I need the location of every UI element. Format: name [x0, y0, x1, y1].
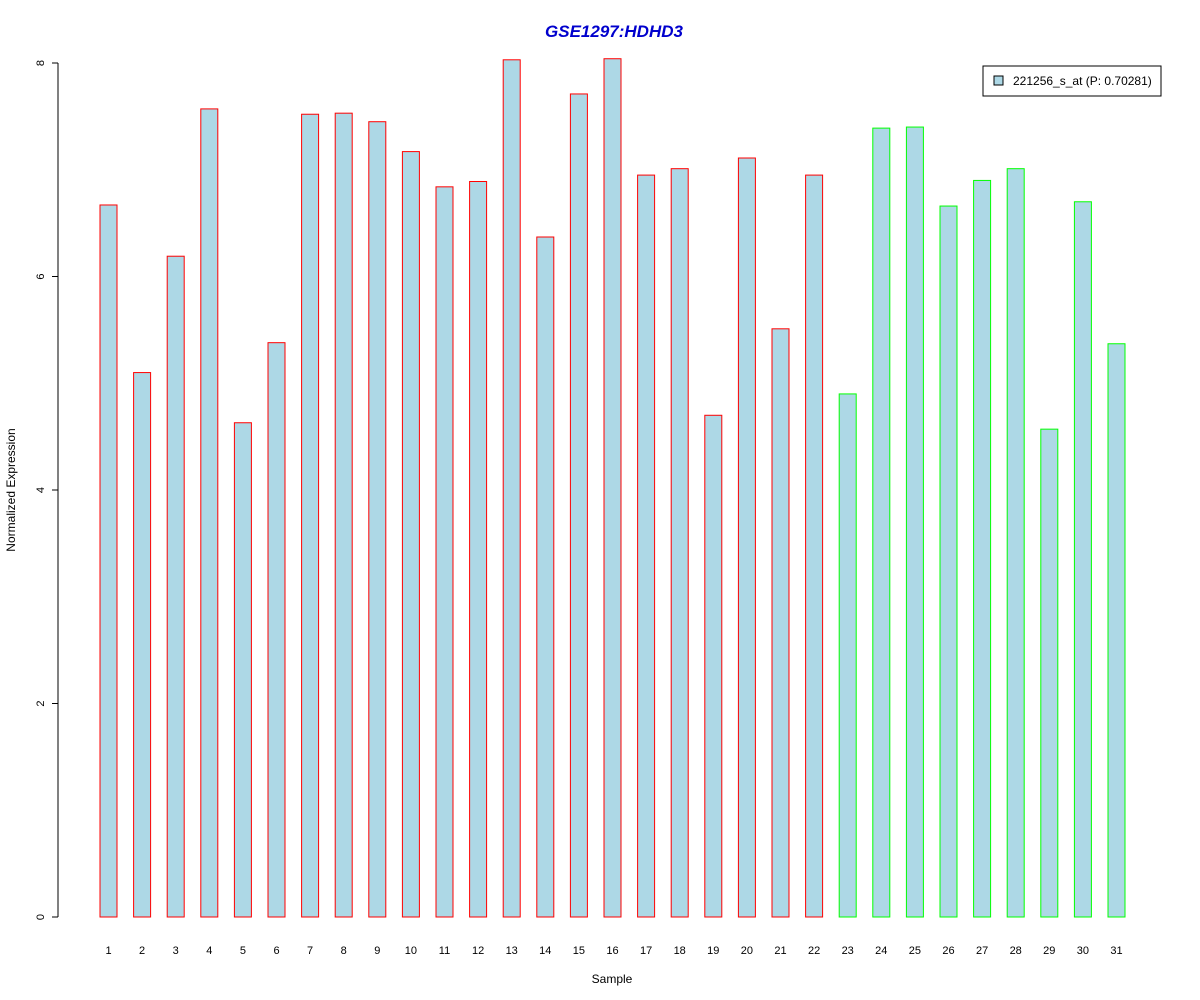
bar-sample-5 — [233, 422, 252, 918]
bar-sample-13 — [502, 59, 521, 918]
x-tick-label: 5 — [240, 945, 246, 957]
bar-sample-7 — [301, 113, 320, 918]
bar-sample-2 — [133, 372, 152, 918]
bar-sample-14 — [536, 236, 555, 918]
y-tick-label: 4 — [35, 487, 47, 493]
y-axis: 0 2 4 6 8 — [35, 60, 59, 920]
bar-sample-23 — [838, 393, 857, 918]
x-tick-label: 9 — [374, 945, 380, 957]
bar-sample-10 — [401, 151, 420, 918]
bar-sample-31 — [1107, 343, 1126, 918]
bar-sample-17 — [637, 174, 656, 918]
bar-sample-19 — [704, 414, 723, 918]
x-tick-label: 16 — [606, 945, 618, 957]
bar-sample-30 — [1073, 201, 1092, 918]
x-tick-label: 17 — [640, 945, 652, 957]
bar-sample-27 — [973, 179, 992, 918]
x-tick-label: 21 — [774, 945, 786, 957]
x-tick-label: 25 — [909, 945, 921, 957]
bar-sample-29 — [1040, 428, 1059, 918]
chart-title: GSE1297:HDHD3 — [545, 22, 683, 41]
bar-sample-25 — [905, 126, 924, 918]
x-tick-label: 2 — [139, 945, 145, 957]
bar-sample-11 — [435, 186, 454, 918]
x-tick-label: 31 — [1110, 945, 1122, 957]
x-tick-label: 7 — [307, 945, 313, 957]
x-tick-label: 28 — [1010, 945, 1022, 957]
x-tick-label: 22 — [808, 945, 820, 957]
bar-sample-21 — [771, 328, 790, 918]
y-tick-label: 0 — [35, 914, 47, 920]
x-tick-label: 13 — [506, 945, 518, 957]
legend-swatch — [993, 75, 1004, 86]
x-tick-label: 29 — [1043, 945, 1055, 957]
x-tick-label: 11 — [439, 945, 450, 957]
legend: 221256_s_at (P: 0.70281) — [982, 65, 1162, 97]
x-tick-label: 24 — [875, 945, 887, 957]
x-tick-label: 30 — [1077, 945, 1089, 957]
bar-sample-12 — [469, 180, 488, 918]
bar-sample-6 — [267, 342, 286, 918]
bar-sample-3 — [166, 255, 185, 918]
bar-sample-24 — [872, 127, 891, 918]
bar-sample-20 — [737, 157, 756, 918]
bar-sample-26 — [939, 205, 958, 918]
x-tick-label: 19 — [707, 945, 719, 957]
x-axis-label: Sample — [592, 972, 633, 986]
bar-sample-9 — [368, 121, 387, 918]
x-tick-label: 26 — [942, 945, 954, 957]
y-tick-label: 6 — [35, 273, 47, 279]
bar-sample-1 — [99, 204, 118, 918]
x-tick-label: 3 — [173, 945, 179, 957]
x-tick-label: 23 — [842, 945, 854, 957]
x-tick-labels: 1 2 3 4 5 6 7 8 9 10 11 12 13 14 15 16 17 18 19 20 21 22 23 24 2… — [105, 945, 1122, 957]
legend-label: 221256_s_at (P: 0.70281) — [1013, 74, 1152, 88]
bar-sample-15 — [569, 93, 588, 918]
x-tick-label: 20 — [741, 945, 753, 957]
x-tick-label: 4 — [206, 945, 212, 957]
x-tick-label: 27 — [976, 945, 988, 957]
x-tick-label: 14 — [539, 945, 551, 957]
bar-sample-18 — [670, 168, 689, 918]
y-tick-label: 8 — [35, 60, 47, 66]
x-tick-label: 1 — [105, 945, 111, 957]
bar-sample-22 — [805, 174, 824, 918]
x-tick-label: 15 — [573, 945, 585, 957]
y-tick-label: 2 — [35, 700, 47, 706]
bar-sample-8 — [334, 112, 353, 918]
x-tick-label: 12 — [472, 945, 484, 957]
bar-sample-4 — [200, 108, 219, 918]
y-axis-label: Normalized Expression — [4, 428, 18, 551]
legend-box — [982, 65, 1162, 97]
x-tick-label: 8 — [341, 945, 347, 957]
bar-sample-28 — [1006, 168, 1025, 918]
bar-sample-16 — [603, 58, 622, 918]
x-tick-label: 10 — [405, 945, 417, 957]
x-tick-label: 6 — [273, 945, 279, 957]
x-tick-label: 18 — [674, 945, 686, 957]
bars-group — [99, 58, 1126, 918]
